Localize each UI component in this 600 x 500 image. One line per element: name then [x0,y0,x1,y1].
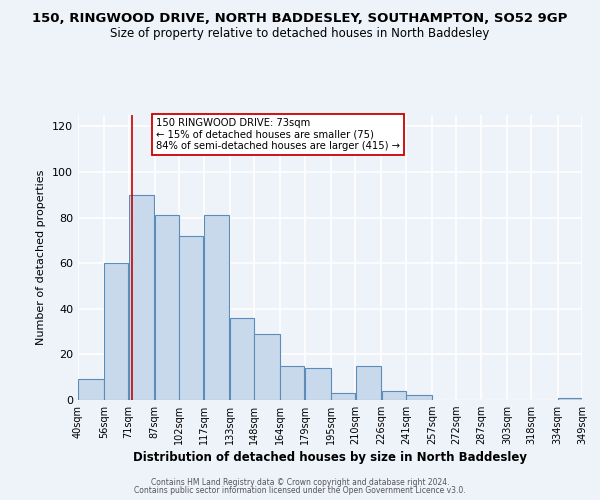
Bar [129,195,154,400]
Bar [254,334,280,400]
Bar [179,236,203,400]
Bar [104,263,128,400]
Bar [204,216,229,400]
Bar [155,216,179,400]
Bar [78,380,104,400]
Bar [305,368,331,400]
Bar [558,398,582,400]
Bar [406,396,431,400]
X-axis label: Distribution of detached houses by size in North Baddesley: Distribution of detached houses by size … [133,452,527,464]
Bar [382,391,406,400]
Text: 150 RINGWOOD DRIVE: 73sqm
← 15% of detached houses are smaller (75)
84% of semi-: 150 RINGWOOD DRIVE: 73sqm ← 15% of detac… [156,118,400,151]
Text: Contains public sector information licensed under the Open Government Licence v3: Contains public sector information licen… [134,486,466,495]
Text: Size of property relative to detached houses in North Baddesley: Size of property relative to detached ho… [110,28,490,40]
Text: Contains HM Land Registry data © Crown copyright and database right 2024.: Contains HM Land Registry data © Crown c… [151,478,449,487]
Bar [356,366,381,400]
Bar [230,318,254,400]
Text: 150, RINGWOOD DRIVE, NORTH BADDESLEY, SOUTHAMPTON, SO52 9GP: 150, RINGWOOD DRIVE, NORTH BADDESLEY, SO… [32,12,568,26]
Bar [280,366,304,400]
Bar [331,393,355,400]
Y-axis label: Number of detached properties: Number of detached properties [37,170,46,345]
